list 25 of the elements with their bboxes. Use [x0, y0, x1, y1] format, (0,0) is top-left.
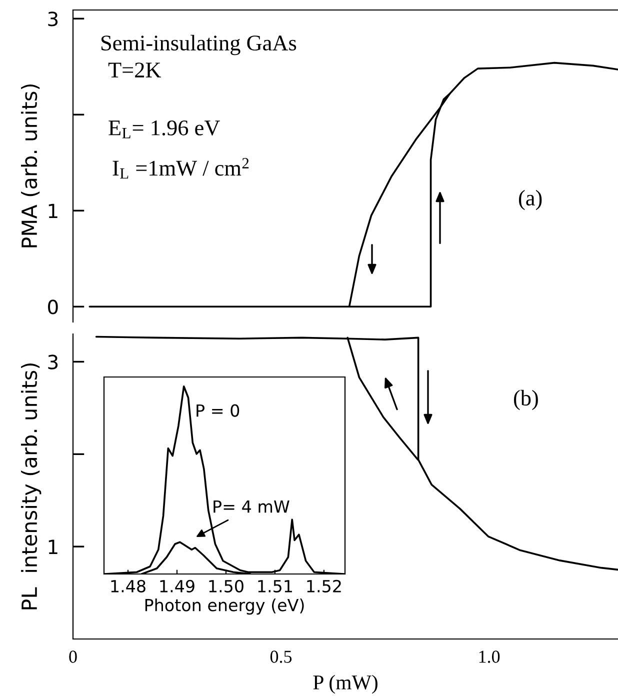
x-axis-title: P (mW)	[313, 674, 378, 694]
annotation: (a)	[518, 190, 542, 210]
text: P= 4 mW	[214, 500, 290, 513]
y-axis-title: PL intensity (arb. units)	[21, 363, 42, 610]
y-tick-label: 0	[48, 300, 58, 314]
x-tick-label: 1.52	[307, 580, 341, 592]
y-tick-label: 3	[48, 12, 58, 26]
annotation: E$_{L}$= 1.96 eV	[108, 120, 220, 138]
series-label: P = 0	[196, 404, 240, 417]
y-tick-label: 1	[48, 540, 58, 554]
x-tick-label: 1.51	[258, 580, 292, 592]
annotation: T=2K	[108, 62, 162, 78]
y-tick-label: 3	[48, 354, 58, 370]
x-axis-title: Photon energy (eV)	[145, 598, 304, 615]
annotation: I$_{L}$ =1mW / cm$^{2}$	[112, 158, 249, 179]
x-tick-label: 1.50	[209, 580, 244, 592]
x-tick-label: 1.49	[160, 580, 194, 592]
y-axis-title: PMA (arb. units)	[21, 84, 40, 248]
y-tick-label: 1	[48, 204, 58, 218]
annotation: Semi-insulating GaAs	[101, 34, 296, 56]
annotation: (b)	[514, 390, 538, 410]
x-tick-label: 1.48	[111, 580, 146, 592]
x-tick-label: 1.0	[479, 650, 500, 663]
x-tick-label: 0	[69, 650, 77, 663]
x-tick-label: 0.5	[270, 650, 292, 663]
